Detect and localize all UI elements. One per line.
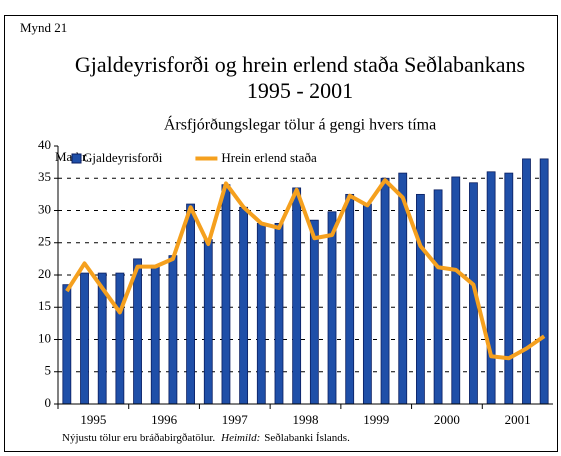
chart-title: Gjaldeyrisforði og hrein erlend staða Se… (75, 52, 525, 77)
bar (539, 158, 549, 405)
frame (4, 15, 558, 452)
chart-title: 1995 - 2001 (247, 78, 353, 103)
bar (115, 272, 125, 405)
y-tick-label: 25 (38, 234, 51, 249)
chart-subtitle: Ársfjórðungslegar tölur á gengi hvers tí… (164, 115, 436, 134)
note-text: Nýjustu tölur eru bráðabirgðatölur. (62, 432, 215, 444)
footnote: Nýjustu tölur eru bráðabirgðatölur. Heimi… (62, 432, 350, 444)
bar (256, 222, 266, 405)
line (65, 178, 546, 361)
y-tick-label: 35 (38, 169, 51, 184)
y-tick-label: 40 (38, 137, 51, 152)
bar (345, 193, 355, 405)
x-tick-label: 2000 (434, 412, 460, 427)
bar (274, 222, 284, 405)
bar (504, 172, 514, 405)
x-tick-label: 1996 (151, 412, 178, 427)
bar (522, 158, 531, 405)
bar (221, 184, 231, 405)
bar (203, 239, 213, 405)
note-source: Seðlabanki Íslands. (264, 432, 350, 444)
y-tick-label: 5 (45, 363, 52, 378)
note-source-label: Heimild: (220, 432, 260, 444)
legend-label: Gjaldeyrisforði (83, 150, 163, 165)
bar (292, 187, 302, 405)
bar (327, 211, 337, 405)
bar (486, 171, 496, 405)
y-tick-label: 0 (45, 395, 52, 410)
bar (186, 203, 195, 405)
bar (416, 193, 425, 405)
bar (168, 255, 178, 405)
figure-label: Mynd 21 (20, 20, 67, 35)
bar (133, 258, 142, 405)
bar (309, 219, 319, 405)
bar (433, 189, 443, 405)
legend-label: Hrein erlend staða (221, 150, 317, 165)
bar (451, 176, 461, 405)
y-tick-label: 10 (38, 330, 51, 345)
y-tick-label: 15 (38, 298, 51, 313)
legend-swatch (71, 153, 82, 164)
bar (62, 284, 72, 405)
x-tick-label: 1995 (80, 412, 106, 427)
y-tick-label: 20 (38, 266, 51, 281)
bar (239, 206, 249, 405)
bar (380, 177, 390, 405)
bar (80, 272, 89, 405)
x-tick-label: 1998 (293, 412, 319, 427)
bar (362, 203, 372, 405)
bar (150, 264, 160, 405)
x-tick-label: 2001 (505, 412, 531, 427)
y-tick-label: 30 (38, 201, 51, 216)
x-tick-label: 1999 (363, 412, 389, 427)
x-tick-label: 1997 (222, 412, 249, 427)
